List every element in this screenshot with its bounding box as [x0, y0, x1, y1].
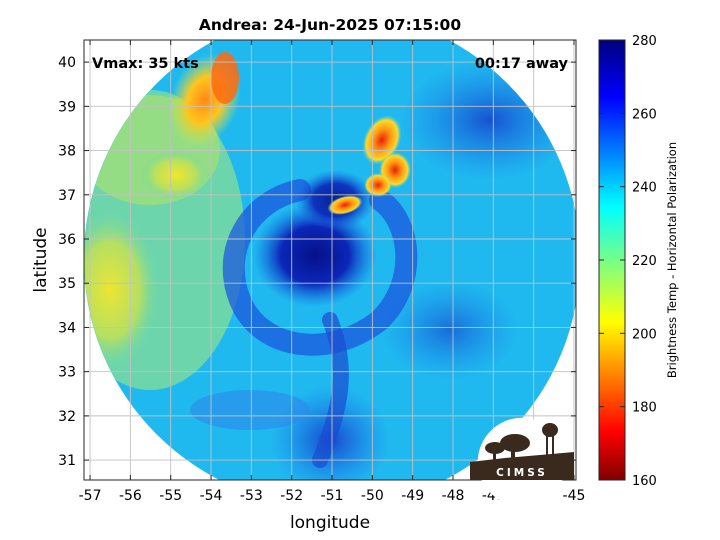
x-tick-label: -56 — [119, 488, 142, 504]
x-tick-label: -51 — [321, 488, 344, 504]
x-tick-label: -53 — [240, 488, 263, 504]
y-tick-label: 38 — [58, 144, 76, 160]
y-axis-label: latitude — [31, 227, 51, 292]
colorbar: 160 180 200 220 240 260 280 Brightness Temp - … — [598, 34, 679, 489]
vmax-label: Vmax: 35 kts — [92, 56, 199, 72]
colorbar-ticks: 160 180 200 220 240 260 280 — [599, 34, 657, 489]
colorbar-tick-label: 200 — [632, 327, 657, 342]
y-axis: 31 32 33 34 35 36 37 38 39 40 — [58, 55, 576, 469]
y-tick-label: 31 — [58, 453, 76, 469]
colorbar-tick-label: 160 — [632, 474, 657, 489]
x-axis-label: longitude — [290, 513, 370, 533]
x-tick-label: -45 — [563, 488, 586, 504]
y-tick-label: 32 — [58, 409, 76, 425]
x-tick-label: -55 — [159, 488, 182, 504]
colorbar-label: Brightness Temp - Horizontal Polarizatio… — [665, 142, 679, 378]
colorbar-tick-label: 260 — [632, 107, 657, 122]
plot-title: Andrea: 24-Jun-2025 07:15:00 — [199, 16, 461, 34]
convective-cluster — [327, 195, 363, 215]
cimss-logo-text: CIMSS — [496, 467, 548, 479]
x-tick-label: -50 — [361, 488, 384, 504]
y-tick-label: 33 — [58, 365, 76, 381]
colorbar-tick-label: 240 — [632, 181, 657, 196]
colorbar-tick-label: 280 — [632, 34, 657, 49]
y-tick-label: 39 — [58, 99, 76, 115]
x-tick-label: -57 — [79, 488, 102, 504]
brightness-temperature-field — [84, 40, 576, 480]
x-tick-label: -49 — [401, 488, 424, 504]
colorbar-tick-label: 180 — [632, 401, 657, 416]
x-tick-label: -48 — [442, 488, 465, 504]
spiral-band — [222, 179, 418, 356]
cimss-logo: CIMSS — [470, 417, 574, 507]
axes-frame — [83, 39, 577, 481]
x-tick-label: -54 — [200, 488, 223, 504]
y-tick-label: 34 — [58, 320, 76, 336]
convective-cluster — [364, 173, 392, 197]
y-tick-label: 35 — [58, 276, 76, 292]
y-tick-label: 36 — [58, 232, 76, 248]
x-tick-label: -52 — [280, 488, 303, 504]
y-tick-label: 37 — [58, 188, 76, 204]
y-tick-label: 40 — [58, 55, 76, 71]
time-away-label: 00:17 away — [475, 56, 569, 72]
storm-core — [253, 203, 377, 307]
grid — [84, 40, 576, 480]
colorbar-tick-label: 220 — [632, 254, 657, 269]
